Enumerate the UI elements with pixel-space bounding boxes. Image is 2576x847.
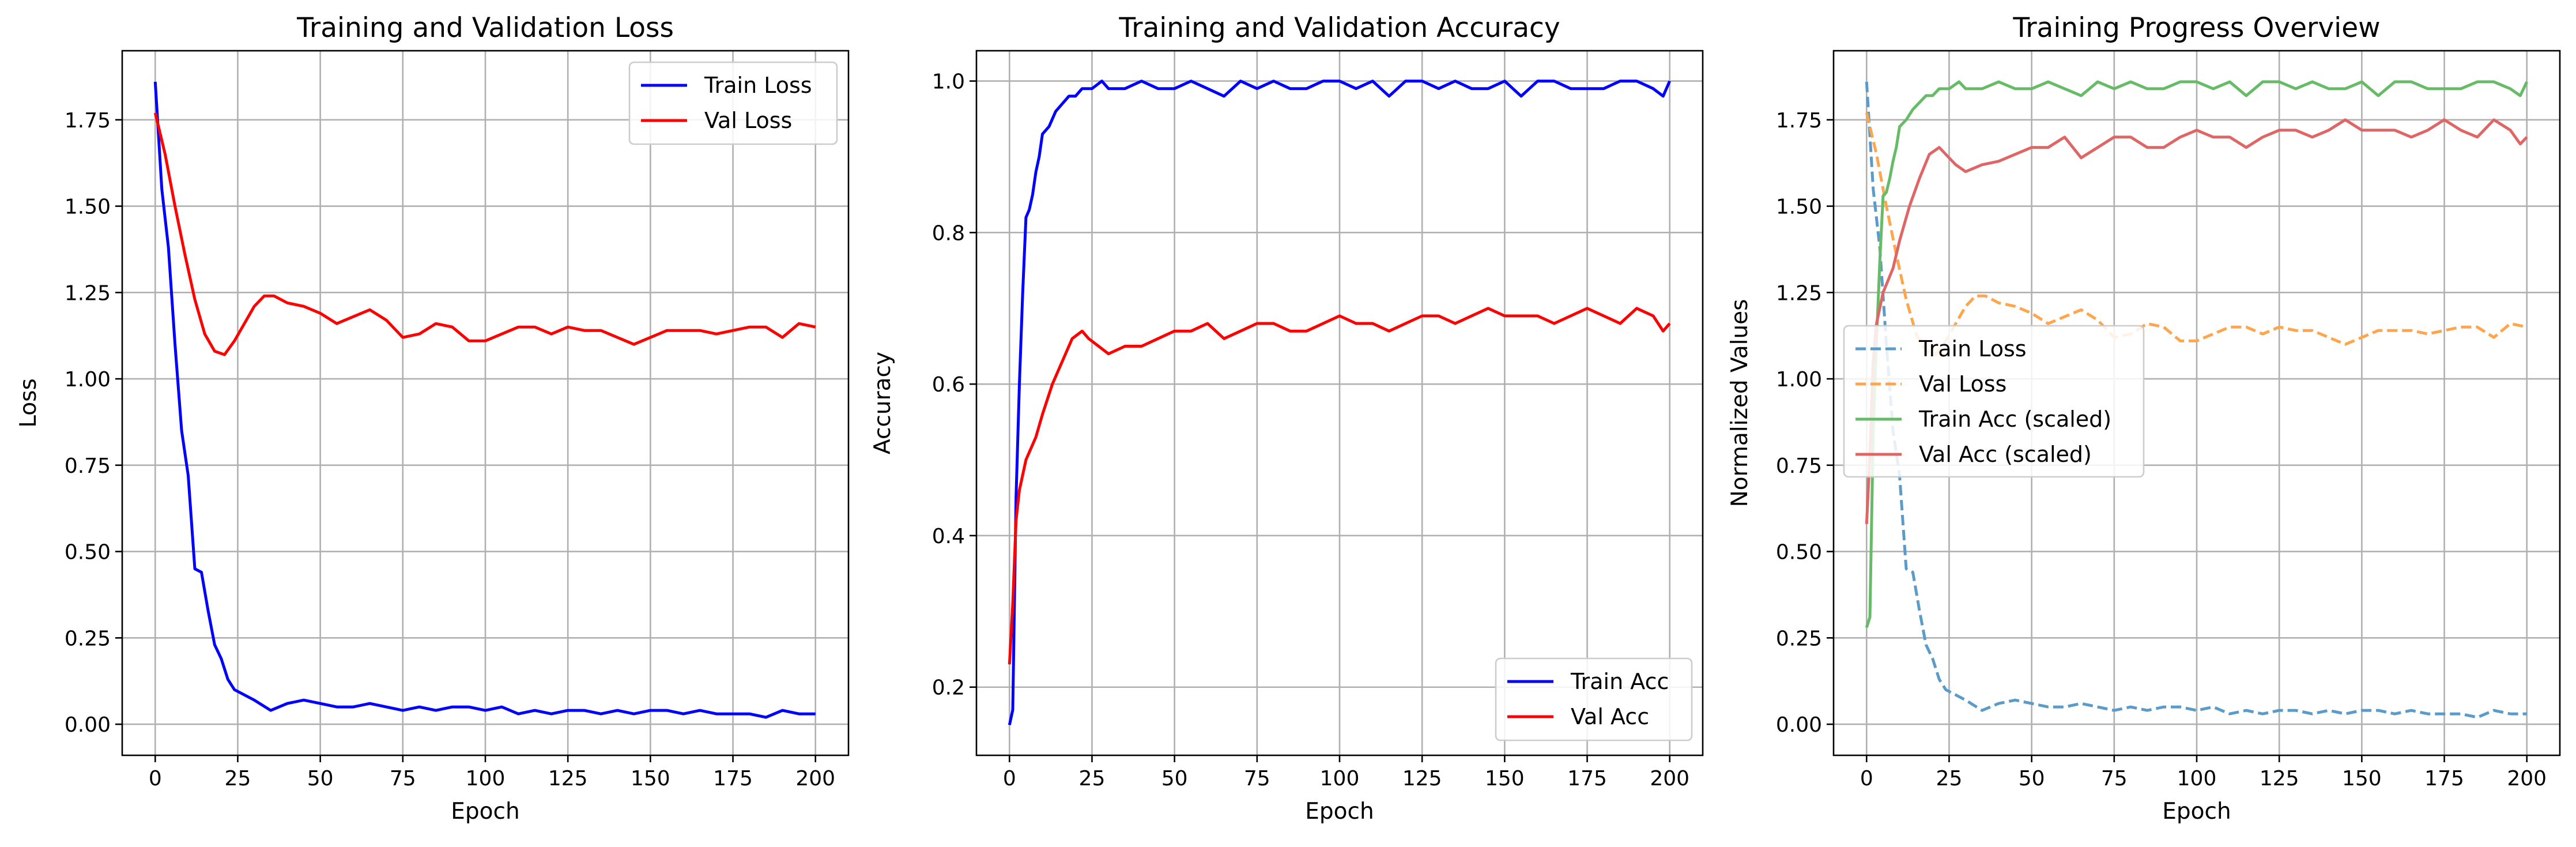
legend-box bbox=[1495, 657, 1693, 741]
x-tick-label: 175 bbox=[2424, 767, 2464, 790]
chart-title: Training and Validation Loss bbox=[296, 12, 674, 44]
chart-panel-1: 0 25 50 75 100 125 150 175 200 0.00 0.25 0.50 0.75 1.… bbox=[16, 12, 850, 825]
x-tick-label: 100 bbox=[1320, 767, 1360, 790]
x-axis-label: Epoch bbox=[451, 799, 519, 825]
x-axis-label: Epoch bbox=[2162, 799, 2231, 825]
series-line-train-loss bbox=[153, 81, 816, 719]
legend: Train Loss Val Loss Train Acc (scaled) Val … bbox=[1843, 325, 2145, 478]
x-tick-label: 75 bbox=[1244, 767, 1270, 790]
x-tick-label: 50 bbox=[307, 767, 334, 790]
series-line-val-loss bbox=[1865, 112, 2528, 356]
x-tick-label: 125 bbox=[1402, 767, 1442, 790]
chart-panel-2: 0 25 50 75 100 125 150 175 200 0.2 0.4 0.6 0.8 1.0 Tra… bbox=[870, 12, 1704, 825]
legend-entry: Train Acc (scaled) bbox=[1918, 406, 2111, 432]
x-tick-label: 0 bbox=[149, 767, 162, 790]
x-tick-label: 125 bbox=[2260, 767, 2299, 790]
legend-box bbox=[628, 61, 838, 145]
y-tick-label: 1.25 bbox=[65, 281, 111, 305]
y-tick-label: 0.75 bbox=[65, 454, 111, 478]
legend-entry: Val Loss bbox=[1919, 371, 2007, 397]
legend-entry: Train Loss bbox=[1918, 336, 2027, 362]
x-tick-label: 75 bbox=[390, 767, 416, 790]
x-tick-label: 75 bbox=[2101, 767, 2128, 790]
chart-panel-3: 0 25 50 75 100 125 150 175 200 0.00 0.25 0.50 0.75 1.… bbox=[1727, 12, 2561, 825]
y-tick-label: 1.0 bbox=[932, 70, 965, 94]
x-tick-label: 200 bbox=[2507, 767, 2547, 790]
series-line-train-loss bbox=[1865, 81, 2527, 719]
legend-entry: Val Acc bbox=[1571, 704, 1649, 729]
legend: Train Acc Val Acc bbox=[1495, 657, 1693, 741]
y-tick-label: 0.25 bbox=[65, 627, 111, 650]
y-tick-label: 1.00 bbox=[1776, 368, 1822, 391]
y-tick-label: 1.50 bbox=[65, 195, 111, 219]
x-tick-label: 150 bbox=[2342, 767, 2382, 790]
chart-title: Training Progress Overview bbox=[2012, 12, 2380, 44]
x-tick-label: 150 bbox=[631, 767, 670, 790]
legend-entry: Train Acc bbox=[1570, 669, 1669, 694]
x-tick-label: 0 bbox=[1860, 767, 1873, 790]
series-line-train-acc bbox=[1008, 80, 1671, 725]
x-tick-label: 50 bbox=[1161, 767, 1188, 790]
y-tick-label: 0.2 bbox=[932, 676, 965, 700]
y-tick-label: 1.50 bbox=[1776, 195, 1822, 219]
chart-title: Training and Validation Accuracy bbox=[1118, 12, 1560, 44]
legend: Train Loss Val Loss bbox=[628, 61, 838, 145]
x-tick-label: 200 bbox=[1650, 767, 1689, 790]
y-tick-label: 1.25 bbox=[1776, 281, 1822, 305]
series-line-train-acc-scaled bbox=[1865, 80, 2528, 628]
x-axis-label: Epoch bbox=[1305, 799, 1374, 825]
y-axis-label: Loss bbox=[16, 378, 42, 428]
x-tick-label: 0 bbox=[1003, 767, 1016, 790]
y-tick-label: 0.00 bbox=[1776, 713, 1822, 737]
x-tick-label: 25 bbox=[1079, 767, 1106, 790]
y-tick-label: 0.6 bbox=[932, 373, 965, 397]
x-tick-label: 175 bbox=[1567, 767, 1607, 790]
x-tick-label: 100 bbox=[2177, 767, 2217, 790]
x-tick-label: 125 bbox=[548, 767, 588, 790]
y-tick-label: 0.50 bbox=[65, 541, 111, 564]
legend-entry: Train Loss bbox=[704, 73, 812, 98]
y-tick-label: 1.75 bbox=[65, 109, 111, 133]
legend-box bbox=[1843, 325, 2145, 478]
y-tick-label: 1.00 bbox=[65, 368, 111, 391]
y-tick-label: 0.50 bbox=[1776, 541, 1822, 564]
x-tick-label: 25 bbox=[1936, 767, 1963, 790]
y-axis-label: Accuracy bbox=[870, 352, 896, 454]
x-tick-label: 50 bbox=[2019, 767, 2045, 790]
y-tick-label: 1.75 bbox=[1776, 109, 1822, 133]
series-line-val-loss bbox=[153, 112, 816, 356]
legend-entry: Val Loss bbox=[704, 108, 792, 133]
y-axis-label: Normalized Values bbox=[1727, 299, 1753, 507]
y-tick-label: 0.75 bbox=[1776, 454, 1822, 478]
y-tick-label: 0.8 bbox=[932, 221, 965, 245]
legend-entry: Val Acc (scaled) bbox=[1919, 442, 2092, 467]
x-tick-label: 150 bbox=[1485, 767, 1525, 790]
series-line-val-acc bbox=[1008, 307, 1671, 665]
y-tick-label: 0.25 bbox=[1776, 627, 1822, 650]
x-tick-label: 200 bbox=[795, 767, 835, 790]
series-line-val-acc-scaled bbox=[1865, 118, 2528, 524]
y-tick-label: 0.4 bbox=[932, 525, 965, 548]
x-tick-label: 175 bbox=[713, 767, 753, 790]
y-tick-label: 0.00 bbox=[65, 713, 111, 737]
x-tick-label: 25 bbox=[225, 767, 251, 790]
x-tick-label: 100 bbox=[466, 767, 506, 790]
